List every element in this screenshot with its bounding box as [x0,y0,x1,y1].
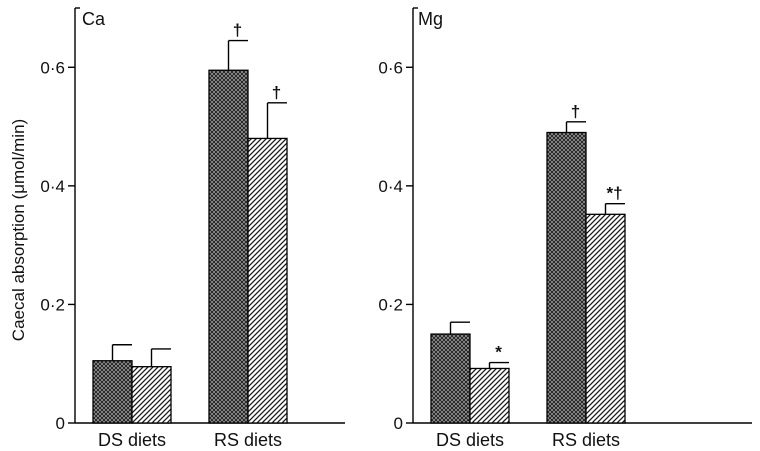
bar-ca-0-1 [131,366,172,424]
y-tick-label-ca: 0 [56,414,65,433]
significance-marker-mg-1-1: *† [606,184,622,203]
significance-marker-mg-1-0: † [571,102,580,121]
y-tick-label-mg: 0 [394,414,403,433]
category-label-mg-1: RS diets [552,430,620,450]
panel-ca: Ca 0 0·2 0·4 0·6 DS diets † † RS diets [40,7,345,450]
significance-marker-ca-1-0: † [233,21,242,40]
panel-label-ca: Ca [82,9,106,29]
bar-ca-1-1 [247,137,288,424]
significance-marker-ca-1-1: † [272,83,281,102]
y-tick-label-ca: 0·2 [40,295,65,314]
y-tick-label-mg: 0·6 [378,58,403,77]
category-label-ca-0: DS diets [98,430,166,450]
y-tick-label-ca: 0·4 [40,177,65,196]
bar-mg-0-1 [469,367,510,424]
bar-ca-1-0 [208,69,249,424]
bar-mg-1-1 [585,213,626,424]
bar-ca-0-0 [92,360,133,424]
y-tick-label-mg: 0·2 [378,295,403,314]
category-label-ca-1: RS diets [214,430,282,450]
y-axis-label: Caecal absorption (μmol/min) [9,119,28,341]
y-tick-label-mg: 0·4 [378,177,403,196]
y-tick-label-ca: 0·6 [40,58,65,77]
bar-mg-1-0 [546,131,587,424]
category-label-mg-0: DS diets [436,430,504,450]
panel-mg: Mg 0 0·2 0·4 0·6 * DS diets † *† RS diets [378,7,752,450]
significance-marker-mg-0-1: * [495,343,502,362]
panel-label-mg: Mg [418,9,443,29]
bar-mg-0-0 [430,333,471,424]
